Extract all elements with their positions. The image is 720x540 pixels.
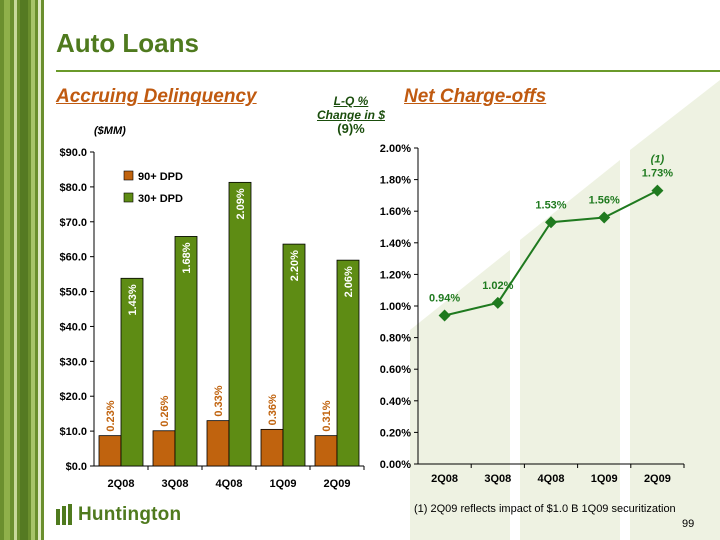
lq-value: (9)% <box>337 121 365 136</box>
bar-data-label: 1.68% <box>181 242 193 273</box>
bar-data-label: 2.06% <box>343 266 355 297</box>
bar-y-tick-label: $30.0 <box>59 356 87 368</box>
bar-data-label: 1.43% <box>127 284 139 315</box>
legend-label: 30+ DPD <box>138 193 183 205</box>
bar-x-tick-label: 2Q09 <box>324 478 351 490</box>
line-data-label: 0.94% <box>429 292 460 304</box>
bar-y-tick-label: $60.0 <box>59 252 87 264</box>
line-data-label: 1.02% <box>482 280 513 292</box>
bar-dpd30 <box>174 236 198 467</box>
line-point-marker <box>545 216 557 229</box>
line-y-tick-label: 0.40% <box>380 396 411 408</box>
bar-dpd30 <box>120 277 144 467</box>
bar-data-label: 0.23% <box>105 400 117 431</box>
bar-dpd30 <box>336 259 360 467</box>
decorative-sidebar <box>0 0 44 540</box>
line-y-tick-label: 1.60% <box>380 206 411 218</box>
unit-label: ($MM) <box>94 125 126 137</box>
lq-change-callout: L-Q % Change in $ (9)% <box>296 94 406 136</box>
bar-dpd30 <box>282 243 306 467</box>
footnote: (1) 2Q09 reflects impact of $1.0 B 1Q09 … <box>414 503 676 515</box>
line-y-tick-label: 1.80% <box>380 175 411 187</box>
bar-data-label: 0.31% <box>321 400 333 431</box>
line-y-tick-label: 1.40% <box>380 238 411 250</box>
line-point-marker <box>491 296 504 309</box>
bar-y-tick-label: $80.0 <box>59 182 87 194</box>
bar-y-tick-label: $20.0 <box>59 391 87 403</box>
huntington-logo <box>56 504 72 525</box>
bar-data-label: 0.33% <box>213 385 225 416</box>
huntington-logo-text: Huntington <box>78 504 182 525</box>
bar-y-tick-label: $50.0 <box>59 287 87 299</box>
line-data-label: 1.73% <box>642 168 673 180</box>
page-number: 99 <box>682 518 695 530</box>
line-y-tick-label: 2.00% <box>380 143 411 155</box>
legend-swatch <box>123 170 134 181</box>
bar-dpd30 <box>228 181 252 467</box>
line-x-tick-label: 2Q09 <box>644 473 671 485</box>
line-y-tick-label: 0.20% <box>380 427 411 439</box>
accruing-delinquency-title: Accruing Delinquency <box>56 86 257 107</box>
line-x-tick-label: 2Q08 <box>431 473 458 485</box>
line-point-marker <box>438 309 451 322</box>
bar-x-tick-label: 3Q08 <box>162 478 189 490</box>
title-divider <box>56 70 720 72</box>
lq-label-line1: L-Q % <box>333 94 369 108</box>
bar-x-tick-label: 4Q08 <box>216 478 243 490</box>
line-annotation: (1) <box>651 154 665 166</box>
page-title: Auto Loans <box>56 28 199 58</box>
line-x-tick-label: 1Q09 <box>591 473 618 485</box>
line-y-tick-label: 0.80% <box>380 333 411 345</box>
legend-swatch <box>123 192 134 203</box>
bar-y-tick-label: $0.0 <box>66 461 87 473</box>
net-charge-offs-title: Net Charge-offs <box>404 86 547 107</box>
line-data-label: 1.53% <box>535 199 566 211</box>
line-y-tick-label: 1.00% <box>380 301 411 313</box>
line-y-tick-label: 0.00% <box>380 459 411 471</box>
legend-label: 90+ DPD <box>138 171 183 183</box>
bar-x-tick-label: 1Q09 <box>270 478 297 490</box>
logo-watermark <box>410 80 720 540</box>
bar-data-label: 0.26% <box>159 395 171 426</box>
lq-label-line2: Change in $ <box>316 108 385 122</box>
bar-y-tick-label: $70.0 <box>59 217 87 229</box>
line-point-marker <box>651 184 664 197</box>
bar-y-tick-label: $40.0 <box>59 321 87 333</box>
line-y-tick-label: 1.20% <box>380 269 411 281</box>
bar-y-tick-label: $10.0 <box>59 426 87 438</box>
bar-data-label: 2.20% <box>289 250 301 281</box>
bar-x-tick-label: 2Q08 <box>108 478 135 490</box>
bar-data-label: 2.09% <box>235 188 247 219</box>
line-y-tick-label: 0.60% <box>380 364 411 376</box>
line-x-tick-label: 3Q08 <box>484 473 511 485</box>
line-x-tick-label: 4Q08 <box>538 473 565 485</box>
bar-y-tick-label: $90.0 <box>59 147 87 159</box>
bar-data-label: 0.36% <box>267 394 279 425</box>
line-point-marker <box>598 211 611 224</box>
line-data-label: 1.56% <box>589 195 620 207</box>
